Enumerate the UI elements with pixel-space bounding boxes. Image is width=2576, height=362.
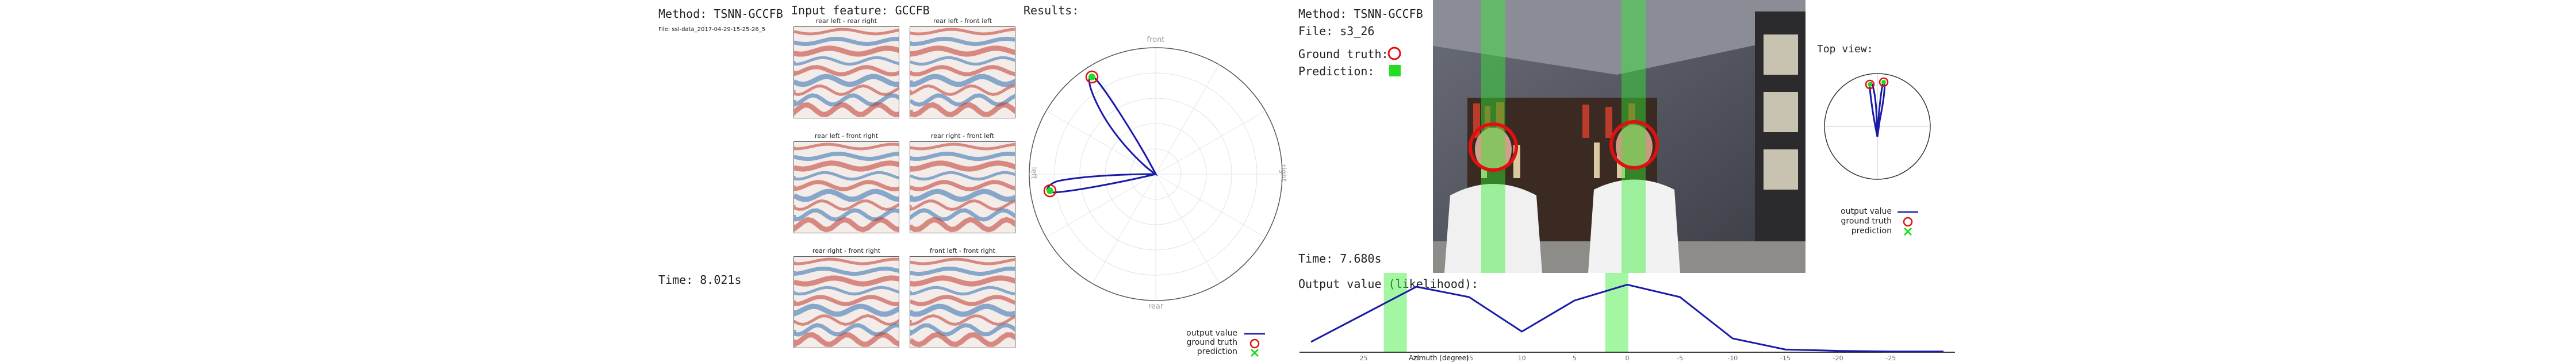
polar-curve-front — [1089, 76, 1156, 174]
results-label: Results: — [1023, 3, 1079, 17]
polar-label-rear: rear — [1148, 302, 1164, 311]
prediction-band — [1384, 273, 1407, 352]
ground-truth-label: Ground truth: — [1298, 47, 1389, 61]
polar-plot: front rear left right — [1023, 26, 1288, 325]
right-legend-symbols — [1896, 207, 1919, 239]
x-tick-label: -5 — [1677, 355, 1683, 362]
file-label: File: ssl-data_2017-04-29-15-25-26_5 — [658, 26, 765, 33]
heatmap-image — [910, 26, 1015, 118]
x-tick-label: 5 — [1573, 355, 1577, 362]
x-tick-label: 0 — [1626, 355, 1630, 362]
prediction-icon — [1389, 65, 1401, 76]
file-label-right: File: s3_26 — [1298, 24, 1374, 38]
polar-label-front: front — [1147, 36, 1165, 44]
legend-output-label: output value — [1180, 329, 1237, 338]
legend-cross-icon — [1251, 349, 1258, 356]
heatmap-title: rear left - front right — [793, 132, 899, 140]
top-pred-marker — [1881, 80, 1886, 84]
top-pred-marker — [1868, 82, 1872, 87]
legend-cross-icon — [1904, 228, 1911, 235]
azimuth-axis-label: Azimuth (degree) — [1409, 354, 1469, 362]
prediction-band — [1481, 0, 1505, 273]
prediction-marker — [1046, 187, 1053, 194]
top-view-plot — [1814, 63, 1941, 195]
prediction-band — [1621, 0, 1646, 273]
x-tick-label: 25 — [1360, 355, 1368, 362]
heatmap-image — [793, 141, 899, 233]
prediction-marker — [1088, 74, 1095, 80]
legend-circle-icon — [1251, 340, 1259, 348]
method-label-right: Method: TSNN-GCCFB — [1298, 7, 1423, 21]
heatmap-title: front left - front right — [910, 247, 1015, 255]
x-tick-label: -20 — [1833, 355, 1843, 362]
legend-pred-label: prediction — [1180, 347, 1237, 356]
ground-truth-icon — [1387, 46, 1402, 61]
x-tick-label: 10 — [1518, 355, 1526, 362]
input-feature-label: Input feature: GCCFB — [791, 3, 930, 17]
legend-truth-label: ground truth — [1180, 338, 1237, 347]
x-tick-label: -15 — [1780, 355, 1791, 362]
right-legend-truth: ground truth — [1828, 217, 1892, 226]
heatmap-image — [910, 256, 1015, 348]
heatmap-title: rear left - front left — [910, 17, 1015, 25]
method-label: Method: TSNN-GCCFB — [658, 7, 783, 21]
right-legend-pred: prediction — [1828, 226, 1892, 236]
x-tick-label: -25 — [1885, 355, 1896, 362]
legend-circle-icon — [1904, 218, 1912, 226]
top-view-label: Top view: — [1817, 43, 1873, 55]
heatmap-image — [910, 141, 1015, 233]
polar-label-right: right — [1279, 164, 1287, 182]
time-label-right: Time: 7.680s — [1298, 252, 1382, 265]
time-label: Time: 8.021s — [658, 273, 742, 287]
heatmap-title: rear right - front left — [910, 132, 1015, 140]
heatmap-image — [793, 26, 899, 118]
azimuth-chart: 25 20 15 10 5 0 -5 -10 -15 -20 -25 Azimuth (degree… — [1300, 273, 1955, 362]
camera-image — [1433, 0, 1805, 273]
x-tick-label: -10 — [1727, 355, 1738, 362]
right-legend-output: output value — [1828, 207, 1892, 216]
heatmap-title: rear left - rear right — [793, 17, 899, 25]
legend-symbols — [1243, 329, 1266, 360]
heatmap-title: rear right - front right — [793, 247, 899, 255]
prediction-label: Prediction: — [1298, 64, 1374, 78]
polar-label-left: left — [1029, 167, 1038, 179]
heatmap-image — [793, 256, 899, 348]
